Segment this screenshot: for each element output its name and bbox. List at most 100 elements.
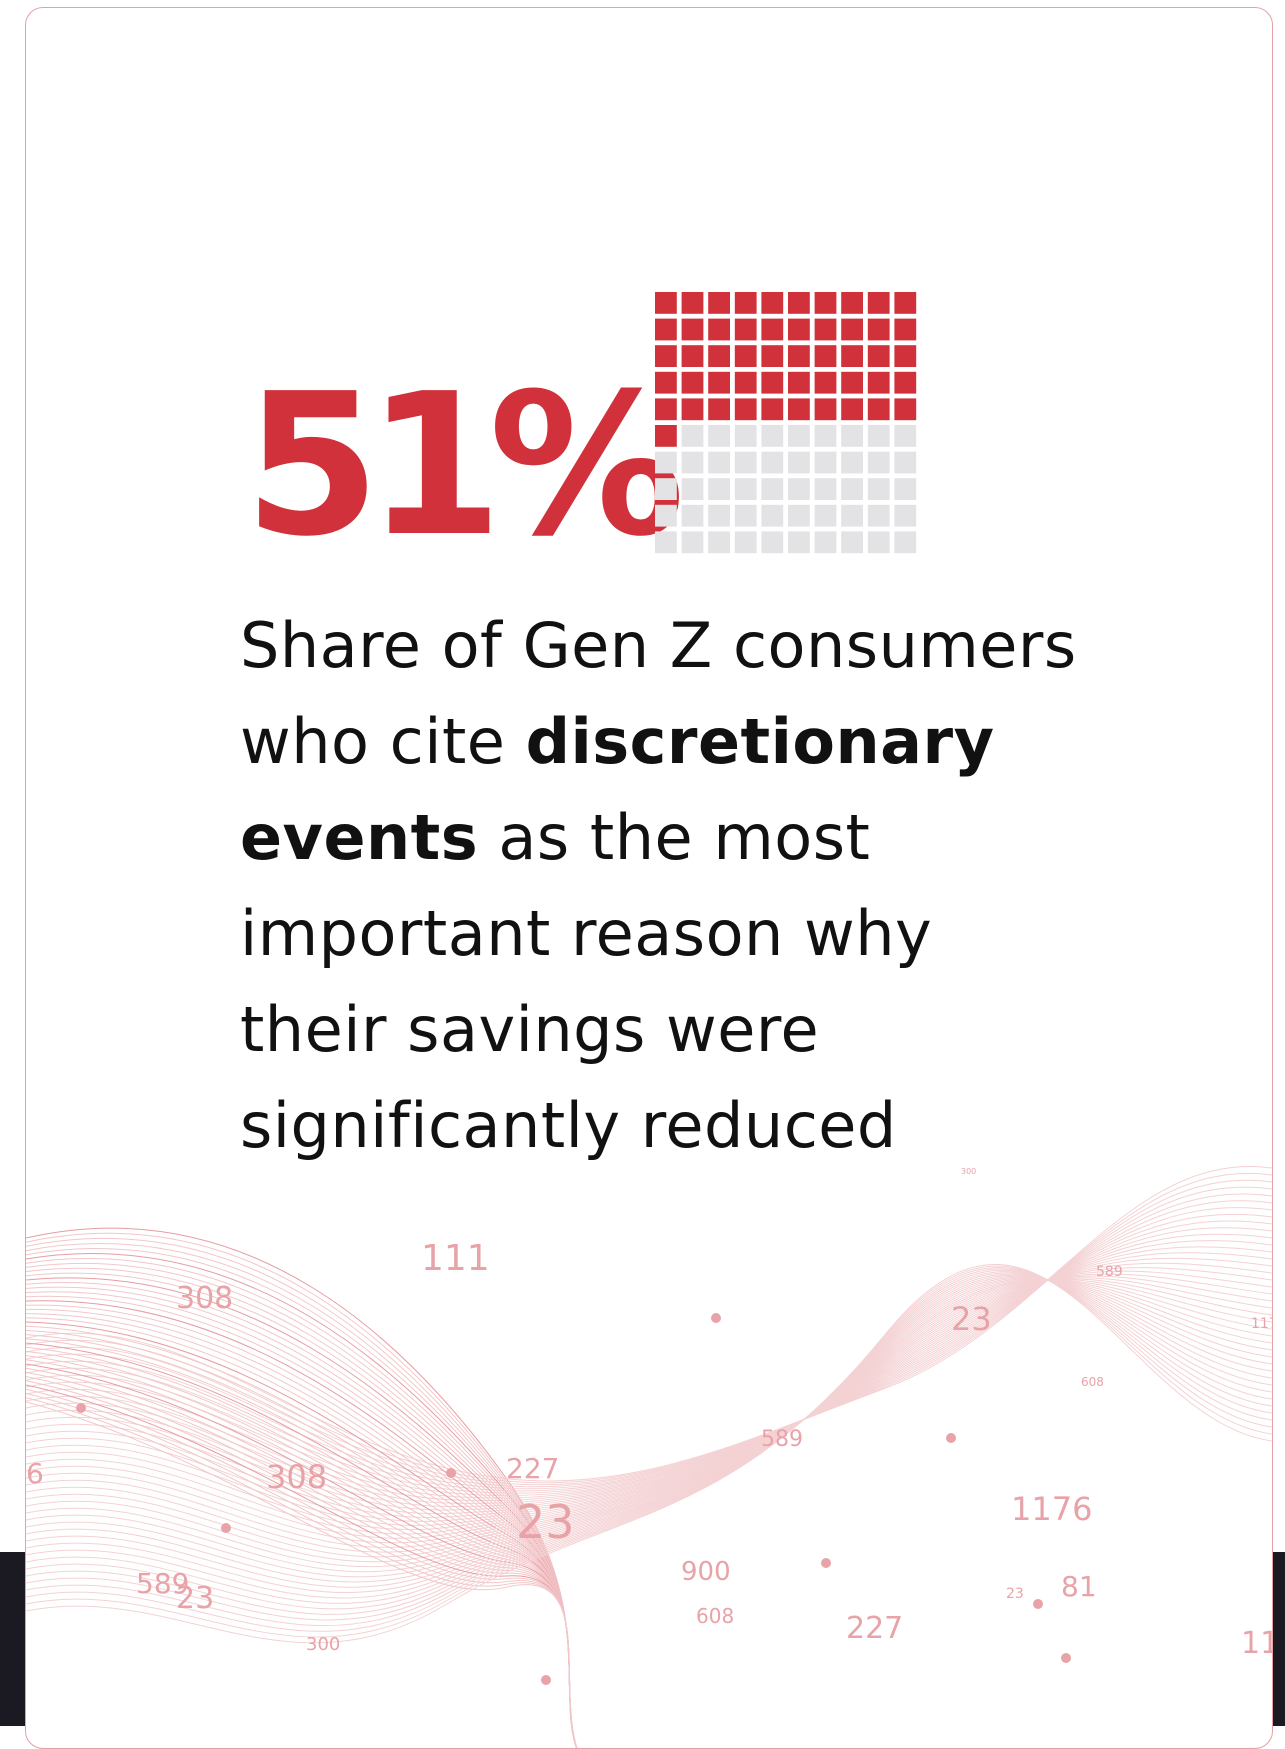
background-number: 608 [1081, 1375, 1104, 1389]
waffle-cell-filled [788, 398, 810, 421]
background-number: 227 [506, 1452, 559, 1485]
waffle-cell-filled [894, 398, 917, 421]
waffle-cell-filled [841, 345, 863, 367]
waffle-cell-filled [708, 318, 730, 341]
waffle-cell-filled [708, 292, 730, 314]
wave-line [26, 1265, 1272, 1638]
background-dot [1061, 1653, 1071, 1663]
background-dot [541, 1675, 551, 1685]
waffle-cell-filled [841, 292, 863, 314]
waffle-cell-empty [708, 478, 730, 500]
waffle-cell-filled [681, 371, 704, 394]
wave-line [26, 1266, 1272, 1632]
wave-line [26, 1269, 1272, 1621]
waffle-cell-filled [867, 318, 890, 341]
waffle-cell-filled [655, 425, 677, 447]
waffle-cell-filled [681, 318, 704, 341]
waffle-cell-filled [681, 292, 704, 314]
background-dot [446, 1468, 456, 1478]
waffle-cell-filled [761, 398, 784, 421]
background-number: 23 [951, 1300, 992, 1338]
waffle-cell-filled [867, 345, 890, 367]
waffle-cell-empty [708, 531, 730, 554]
background-number: 589 [761, 1427, 803, 1452]
wave-line [26, 1267, 1272, 1526]
background-number: 23 [176, 1581, 214, 1616]
background-number: 23 [516, 1495, 575, 1549]
wave-line [26, 1207, 1272, 1494]
background-number: 111 [421, 1238, 490, 1279]
background-number: 23 [1006, 1586, 1024, 1602]
background-number: 589 [1096, 1264, 1123, 1280]
wave-line [26, 1277, 1272, 1583]
background-number: 900 [681, 1557, 731, 1587]
waffle-cell-empty [708, 451, 730, 474]
waffle-cell-empty [681, 425, 704, 447]
wave-line [26, 1273, 1272, 1604]
waffle-cell-empty [734, 504, 757, 527]
background-number: 227 [846, 1611, 903, 1646]
waffle-cell-empty [894, 451, 917, 474]
waffle-cell-empty [814, 504, 837, 527]
background-dot [711, 1313, 721, 1323]
waffle-cell-empty [841, 531, 863, 554]
wave-line [26, 1200, 1272, 1492]
waffle-cell-empty [814, 478, 837, 500]
waffle-cell-empty [681, 531, 704, 554]
background-number: 81 [1061, 1570, 1097, 1603]
waffle-cell-empty [734, 531, 757, 554]
wave-line [26, 1213, 1272, 1497]
waffle-cell-filled [788, 345, 810, 367]
waffle-chart [655, 292, 917, 554]
waffle-cell-filled [841, 318, 863, 341]
waffle-cell-empty [708, 425, 730, 447]
waffle-cell-empty [681, 478, 704, 500]
wave-line [26, 1275, 1272, 1539]
background-number: 6 [26, 1457, 44, 1490]
waffle-cell-empty [894, 478, 917, 500]
background-dot [1033, 1599, 1043, 1609]
waffle-cell-empty [841, 478, 863, 500]
wave-line [26, 1278, 1272, 1578]
waffle-cell-filled [814, 292, 837, 314]
waffle-cell-filled [761, 318, 784, 341]
background-number: 608 [696, 1604, 734, 1628]
waffle-cell-filled [708, 371, 730, 394]
background-dot [946, 1433, 956, 1443]
card: 111 308 308 227 23 589 900 608 227 23 589 608 1176 23… [25, 7, 1273, 1749]
waffle-cell-empty [894, 531, 917, 554]
waffle-cell-empty [761, 451, 784, 474]
text: who cite [240, 705, 526, 778]
text: Share of Gen Z consumers [240, 609, 1077, 682]
description-line: their savings were [240, 982, 1077, 1078]
waffle-cell-empty [841, 504, 863, 527]
waffle-cell-filled [894, 371, 917, 394]
wave-line [26, 1276, 1272, 1594]
background-number: 1176 [1011, 1490, 1092, 1528]
waffle-cell-empty [841, 451, 863, 474]
waffle-cell-filled [655, 398, 677, 421]
background-number: 308 [266, 1458, 327, 1496]
background-dot [821, 1558, 831, 1568]
waffle-cell-empty [814, 451, 837, 474]
wave-line [26, 1179, 1272, 1486]
waffle-cell-filled [655, 345, 677, 367]
wave-line [26, 1279, 1272, 1563]
wave-line [26, 1257, 1272, 1518]
waffle-cell-filled [734, 398, 757, 421]
waffle-cell-empty [761, 425, 784, 447]
waffle-cell-filled [867, 292, 890, 314]
background-number: 589 [136, 1567, 189, 1600]
waffle-cell-empty [894, 504, 917, 527]
waffle-cell-empty [814, 531, 837, 554]
waffle-cell-filled [788, 371, 810, 394]
waffle-cell-empty [788, 425, 810, 447]
waffle-cell-filled [655, 318, 677, 341]
description-line: who cite discretionary [240, 694, 1077, 790]
wave-line [26, 1270, 1272, 1531]
waffle-cell-filled [814, 318, 837, 341]
emphasis-text: events [240, 801, 479, 874]
text: significantly reduced [240, 1089, 897, 1162]
waffle-cell-filled [814, 345, 837, 367]
